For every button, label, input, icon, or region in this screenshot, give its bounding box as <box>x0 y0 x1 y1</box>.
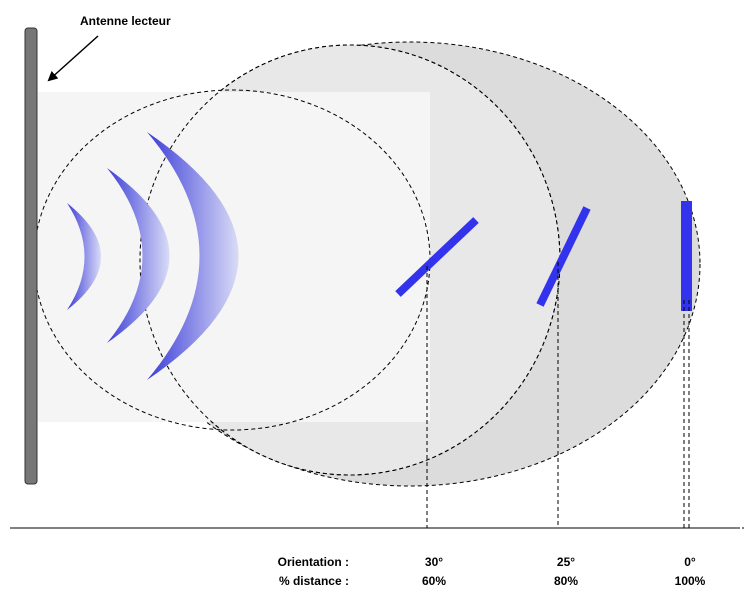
tag-0-degrees <box>681 201 692 311</box>
tag-3-distance: 100% <box>675 574 706 588</box>
tag-1-orientation: 30° <box>425 555 443 569</box>
tag-2-distance: 80% <box>554 574 578 588</box>
distance-row-label: % distance : <box>279 574 349 588</box>
tag-2-orientation: 25° <box>557 555 575 569</box>
antenna-label: Antenne lecteur <box>80 14 171 28</box>
tag-1-distance: 60% <box>422 574 446 588</box>
tag-25-degrees <box>536 206 591 307</box>
antenna-pointer-arrow <box>47 35 99 82</box>
tag-3-orientation: 0° <box>684 555 696 569</box>
radio-wave-large <box>147 132 239 380</box>
reader-antenna <box>24 27 38 485</box>
orientation-row-label: Orientation : <box>278 555 349 569</box>
tag-30-degrees <box>395 217 479 297</box>
radio-wave-small <box>67 203 101 310</box>
radio-wave-medium <box>107 168 170 343</box>
